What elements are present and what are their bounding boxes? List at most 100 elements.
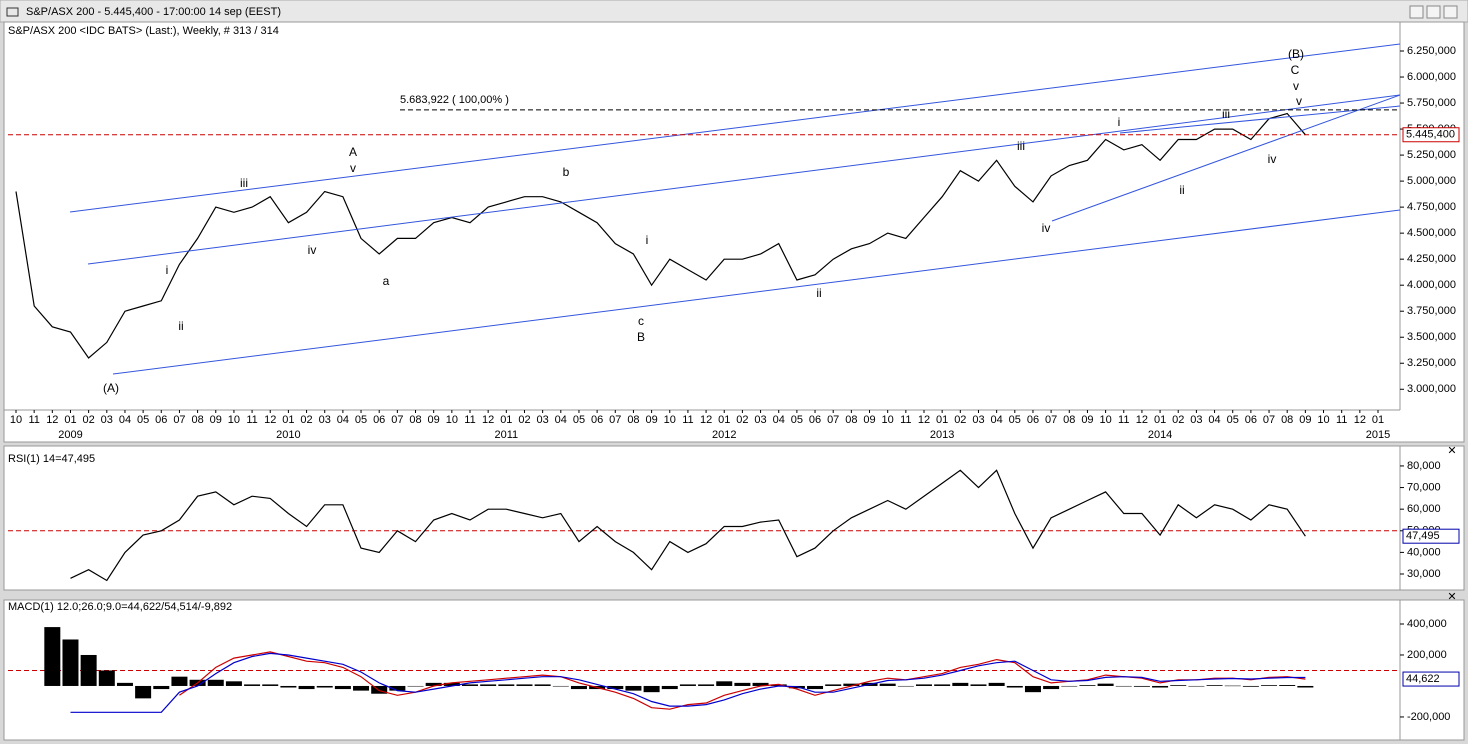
histogram-bar — [1061, 685, 1078, 687]
x-tick-label: 07 — [827, 414, 839, 426]
y-tick-label: -200,000 — [1407, 711, 1450, 723]
y-tick-label: 3.750,000 — [1407, 305, 1456, 317]
x-tick-label: 08 — [1063, 414, 1075, 426]
minimize-button[interactable] — [1409, 5, 1424, 19]
y-tick-label: 400,000 — [1407, 618, 1447, 630]
year-label: 2014 — [1148, 429, 1172, 441]
x-tick-label: 12 — [482, 414, 494, 426]
wave-label: iii — [1222, 107, 1230, 121]
x-tick-label: 12 — [1136, 414, 1148, 426]
x-tick-label: 06 — [1245, 414, 1257, 426]
x-tick-label: 04 — [773, 414, 785, 426]
x-tick-label: 06 — [155, 414, 167, 426]
x-tick-label: 07 — [609, 414, 621, 426]
wave-label: iv — [308, 243, 317, 257]
x-tick-label: 07 — [1263, 414, 1275, 426]
y-tick-label: 4.000,000 — [1407, 279, 1456, 291]
x-tick-label: 03 — [319, 414, 331, 426]
year-label: 2013 — [930, 429, 954, 441]
x-tick-label: 02 — [83, 414, 95, 426]
histogram-bar — [570, 685, 587, 690]
histogram-bar — [1188, 685, 1205, 687]
histogram-bar — [1152, 685, 1169, 688]
maximize-button[interactable] — [1426, 5, 1441, 19]
x-tick-label: 05 — [1009, 414, 1021, 426]
last-value-label: 47,495 — [1406, 530, 1440, 542]
wave-label: iv — [1268, 152, 1277, 166]
series-line — [179, 651, 1306, 710]
x-tick-label: 03 — [754, 414, 766, 426]
x-tick-label: 04 — [337, 414, 349, 426]
histogram-bar — [443, 682, 460, 686]
x-tick-label: 08 — [191, 414, 203, 426]
histogram-bar — [952, 682, 969, 686]
x-tick-label: 02 — [954, 414, 966, 426]
histogram-bar — [44, 627, 61, 686]
histogram-bar — [807, 685, 824, 690]
wave-label: C — [1291, 63, 1300, 77]
histogram-bar — [988, 682, 1005, 686]
x-tick-label: 05 — [137, 414, 149, 426]
y-tick-label: 30,000 — [1407, 568, 1441, 580]
histogram-bar — [225, 681, 242, 686]
histogram-bar — [244, 684, 261, 686]
rsi-panel — [3, 445, 1465, 591]
histogram-bar — [353, 685, 370, 691]
histogram-bar — [80, 654, 97, 686]
wave-label: v — [1296, 94, 1302, 108]
year-label: 2015 — [1366, 429, 1390, 441]
x-tick-label: 04 — [119, 414, 131, 426]
histogram-bar — [516, 684, 533, 686]
histogram-bar — [1115, 685, 1132, 687]
histogram-bar — [607, 685, 624, 690]
histogram-bar — [1279, 685, 1296, 686]
window-title: S&P/ASX 200 - 5.445,400 - 17:00:00 14 se… — [26, 6, 281, 18]
year-label: 2012 — [712, 429, 736, 441]
histogram-bar — [407, 685, 424, 687]
trend-line — [1119, 105, 1401, 134]
y-tick-label: 4.250,000 — [1407, 253, 1456, 265]
panel-legend: MACD(1) 12.0;26.0;9.0=44,622/54,514/-9,8… — [8, 601, 232, 613]
histogram-bar — [1043, 685, 1060, 690]
histogram-bar — [934, 684, 951, 686]
x-tick-label: 01 — [282, 414, 294, 426]
y-tick-label: 6.250,000 — [1407, 45, 1456, 57]
x-tick-label: 03 — [972, 414, 984, 426]
close-button[interactable] — [1443, 5, 1458, 19]
x-tick-label: 09 — [645, 414, 657, 426]
y-tick-label: 3.250,000 — [1407, 357, 1456, 369]
y-tick-label: 3.500,000 — [1407, 331, 1456, 343]
histogram-bar — [843, 683, 860, 686]
wave-label: a — [383, 274, 390, 288]
histogram-bar — [480, 684, 497, 686]
x-tick-label: 03 — [537, 414, 549, 426]
last-value-label: 44,622 — [1406, 673, 1440, 685]
histogram-bar — [280, 685, 297, 688]
x-tick-label: 12 — [264, 414, 276, 426]
x-tick-label: 01 — [1154, 414, 1166, 426]
close-rsi-icon[interactable]: ✕ — [1447, 445, 1456, 457]
histogram-bar — [716, 681, 733, 686]
wave-label: i — [646, 233, 649, 247]
x-tick-label: 10 — [664, 414, 676, 426]
trend-line — [69, 43, 1401, 213]
x-tick-label: 11 — [900, 414, 911, 426]
histogram-bar — [62, 639, 79, 686]
x-tick-label: 01 — [500, 414, 512, 426]
x-tick-label: 11 — [246, 414, 257, 426]
histogram-bar — [135, 685, 152, 699]
histogram-bar — [207, 679, 224, 686]
close-macd-icon[interactable]: ✕ — [1447, 591, 1456, 603]
x-tick-label: 06 — [809, 414, 821, 426]
histogram-bar — [1242, 685, 1259, 687]
wave-label: i — [166, 263, 169, 277]
histogram-bar — [153, 685, 170, 690]
x-tick-label: 07 — [173, 414, 185, 426]
histogram-bar — [897, 685, 914, 687]
histogram-bar — [298, 685, 315, 690]
histogram-bar — [1024, 685, 1041, 693]
histogram-bar — [661, 685, 678, 690]
histogram-bar — [1297, 685, 1314, 688]
x-tick-label: 05 — [791, 414, 803, 426]
